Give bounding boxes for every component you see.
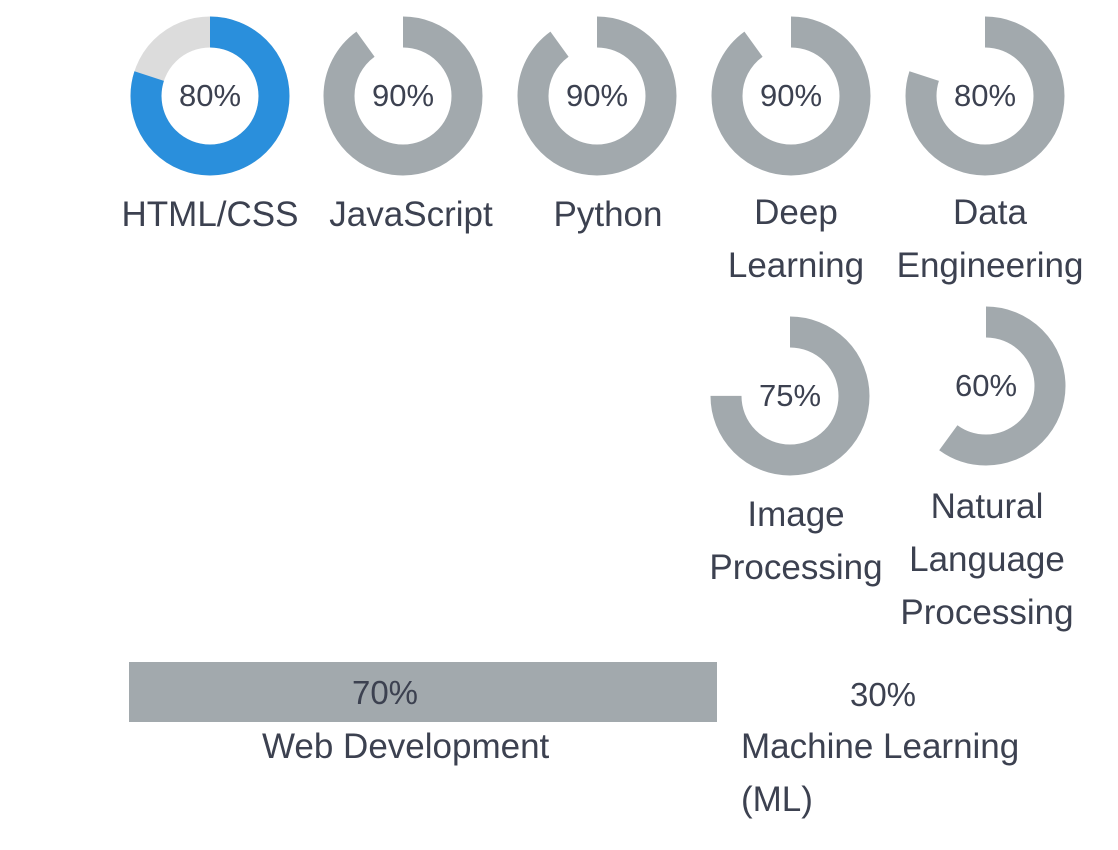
progress-ring-icon	[130, 16, 290, 176]
skill-label: Image Processing	[709, 495, 883, 587]
ring-arc	[323, 16, 483, 176]
bar-label: Machine Learning (ML)	[741, 727, 1020, 819]
skill-label: Python	[553, 195, 663, 234]
bar-percent: 30%	[849, 676, 917, 713]
skill-percent: 80%	[178, 78, 242, 113]
skill-label: Data Engineering	[896, 193, 1084, 285]
ring-arc	[517, 16, 677, 176]
progress-ring-icon	[517, 16, 677, 176]
skill-ring-data-engineering[interactable]: 80%	[905, 16, 1065, 176]
skill-percent: 80%	[953, 78, 1017, 113]
skill-label: JavaScript	[329, 195, 493, 234]
skill-label: HTML/CSS	[121, 195, 299, 234]
skill-label: Deep Learning	[727, 193, 865, 285]
bar-label: Web Development	[262, 727, 550, 766]
skill-ring-javascript[interactable]: 90%	[323, 16, 483, 176]
skill-percent: 75%	[758, 378, 822, 413]
skill-ring-nlp[interactable]: 60%	[906, 306, 1066, 466]
skill-ring-image-processing[interactable]: 75%	[710, 316, 870, 476]
skill-ring-python[interactable]: 90%	[517, 16, 677, 176]
progress-ring-icon	[323, 16, 483, 176]
skill-ring-deep-learning[interactable]: 90%	[711, 16, 871, 176]
skill-ring-html-css[interactable]: 80%	[130, 16, 290, 176]
skill-percent: 90%	[565, 78, 629, 113]
skill-bar-web-development[interactable]: 70%	[129, 662, 969, 722]
ring-arc	[905, 16, 1065, 176]
bar-percent: 70%	[351, 674, 419, 711]
ring-arc	[711, 16, 871, 176]
skill-percent: 60%	[954, 368, 1018, 403]
bar-fill	[129, 662, 717, 722]
progress-ring-icon	[905, 16, 1065, 176]
progress-ring-icon	[906, 306, 1066, 466]
progress-ring-icon	[710, 316, 870, 476]
ring-arc	[130, 16, 290, 176]
skill-percent: 90%	[759, 78, 823, 113]
ring-arc	[710, 316, 870, 476]
progress-ring-icon	[711, 16, 871, 176]
skill-percent: 90%	[371, 78, 435, 113]
skill-label: Natural Language Processing	[900, 487, 1074, 632]
ring-arc	[906, 306, 1066, 466]
